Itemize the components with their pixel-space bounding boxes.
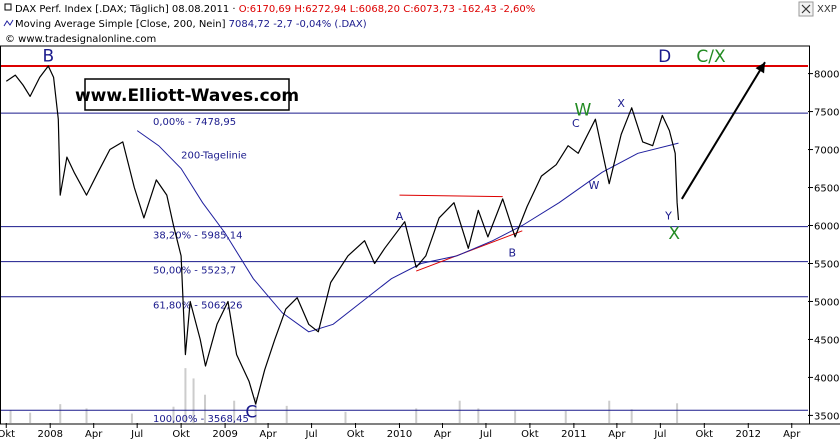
wave-label: W (589, 179, 600, 192)
price-series-legend-icon (4, 3, 12, 11)
x-tick-label: Jul (130, 429, 143, 440)
volume-bar (204, 394, 207, 423)
y-axis: 3500 4000 4500 5000 5500 6000 6500 7000 7500 8000 (808, 70, 839, 422)
header-symbol: DAX Perf. Index [.DAX; Täglich] 08.08.20… (15, 4, 239, 15)
x-tick-label: Okt (0, 429, 15, 440)
header-ma-values: 7084,72 -2,7 -0,04% (.DAX) (229, 19, 367, 30)
x-tick-label: Jul (305, 429, 318, 440)
forecast-arrow (681, 61, 766, 200)
fib-level-label: 100,00% - 3568,45 (153, 414, 249, 425)
chart-header: DAX Perf. Index [.DAX; Täglich] 08.08.20… (3, 3, 837, 45)
x-tick-label: 2009 (212, 429, 237, 440)
y-tick-label: 8000 (814, 70, 839, 81)
volume-bar (344, 411, 347, 423)
x-tick-label: Apr (608, 429, 626, 440)
price-series (5, 65, 680, 405)
y-tick-label: 3500 (814, 411, 839, 422)
y-tick-label: 4000 (814, 373, 839, 384)
x-tick-label: 2011 (561, 429, 586, 440)
wave-label: W (575, 100, 592, 120)
volume-bar (608, 400, 611, 423)
x-tick-label: Apr (259, 429, 277, 440)
x-tick-label: Okt (172, 429, 190, 440)
volume-bar (285, 405, 288, 423)
channel-line (399, 194, 503, 198)
fib-level-label: 38,20% - 5985,14 (153, 231, 242, 242)
watermark: www.Elliott-Waves.com (75, 78, 299, 111)
fib-level-label: 0,00% - 7478,95 (153, 117, 236, 128)
header-line-1: DAX Perf. Index [.DAX; Täglich] 08.08.20… (15, 4, 535, 15)
x-tick-label: Okt (347, 429, 365, 440)
x-tick-label: 2012 (736, 429, 761, 440)
volume-bar (29, 412, 32, 423)
fibonacci-levels: 0,00% - 7478,95 38,20% - 5985,14 50,00% - … (1, 112, 808, 425)
y-tick-label: 5000 (814, 297, 839, 308)
volume-bar (514, 411, 517, 423)
y-tick-label: 6500 (814, 184, 839, 195)
fib-level-label: 61,80% - 5062,26 (153, 301, 242, 312)
wave-label: A (396, 210, 404, 223)
header-corner-label: XXP (817, 4, 837, 15)
wave-label: X (668, 224, 680, 244)
moving-average-line (136, 130, 679, 333)
volume-bar (130, 413, 133, 423)
fib-level-label: 50,00% - 5523,7 (153, 266, 236, 277)
moving-average-series (136, 130, 679, 333)
volume-bar (59, 404, 62, 423)
close-icon (801, 4, 811, 14)
volume-bar (458, 400, 461, 423)
wave-labels: B C D C/X W X A B C X W Y (42, 46, 726, 422)
header-line-2: Moving Average Simple [Close, 200, Nein]… (15, 19, 367, 30)
ma-label: 200-Tagelinie (181, 151, 247, 162)
wave-label: C (572, 117, 580, 130)
price-channel (399, 194, 523, 272)
y-tick-label: 5500 (814, 259, 839, 270)
wave-label: Y (664, 209, 672, 222)
volume-bar (192, 378, 195, 423)
wave-label: X (617, 97, 625, 110)
wave-label: B (42, 46, 54, 66)
x-tick-label: Jul (653, 429, 666, 440)
watermark-text: www.Elliott-Waves.com (75, 86, 299, 106)
volume-bar (630, 409, 633, 423)
y-tick-label: 7500 (814, 108, 839, 119)
forecast-arrow-shaft (681, 61, 766, 200)
x-tick-label: Apr (434, 429, 452, 440)
wave-label: C (245, 403, 257, 423)
wave-label: B (508, 247, 516, 260)
x-tick-label: Apr (85, 429, 103, 440)
x-tick-label: Apr (783, 429, 801, 440)
x-axis: Okt 2008 Apr Jul Okt 2009 Apr Jul Okt 2010 Apr Jul O… (0, 423, 801, 440)
volume-bar (172, 406, 175, 423)
volume-bar (184, 368, 187, 423)
y-tick-label: 4500 (814, 335, 839, 346)
wave-label: C/X (696, 47, 726, 67)
x-tick-label: Jul (479, 429, 492, 440)
volume-bar (676, 403, 679, 423)
header-source: © www.tradesignalonline.com (5, 34, 156, 45)
volume-bar (233, 400, 236, 423)
volume-bar (9, 410, 12, 423)
price-line (5, 65, 680, 405)
forecast-arrow-head (755, 62, 765, 74)
wave-label: D (658, 47, 671, 67)
header-ohlc: O:6170,69 H:6272,94 L:6068,20 C:6073,73 … (239, 4, 536, 15)
x-tick-label: Okt (696, 429, 714, 440)
volume-bars (9, 368, 679, 423)
close-button[interactable] (798, 1, 814, 17)
ma-legend-icon (3, 19, 14, 27)
header-ma-name: Moving Average Simple [Close, 200, Nein] (15, 19, 229, 30)
volume-bar (85, 408, 88, 423)
x-tick-label: 2010 (387, 429, 412, 440)
volume-bar (564, 411, 567, 423)
y-tick-label: 6000 (814, 222, 839, 233)
x-tick-label: Okt (521, 429, 539, 440)
volume-bar (477, 408, 480, 423)
x-tick-label: 2008 (37, 429, 62, 440)
volume-bar (415, 408, 418, 423)
y-tick-label: 7000 (814, 146, 839, 157)
